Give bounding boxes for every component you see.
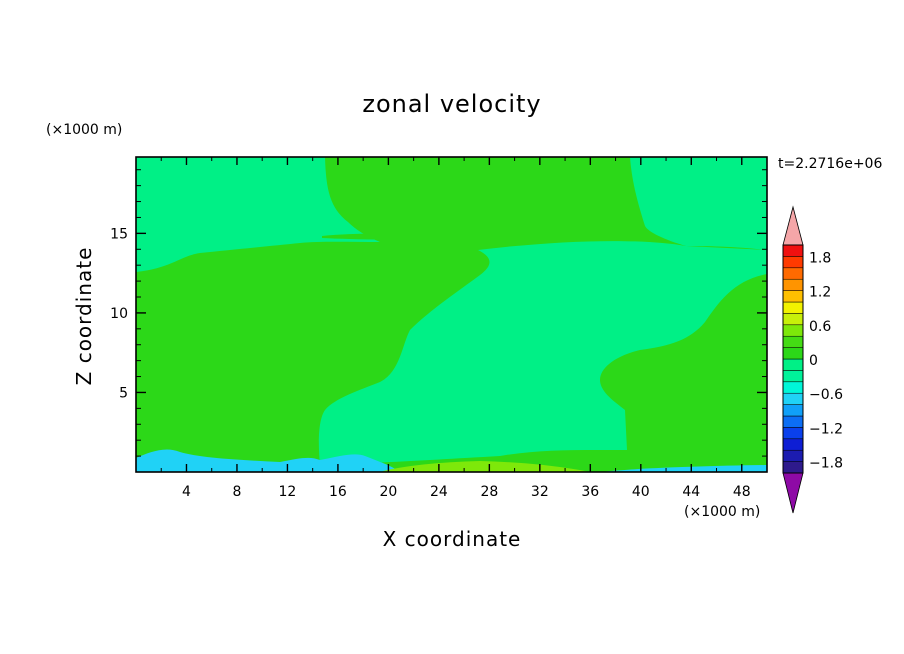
- y-axis: 5 10 15: [110, 169, 767, 457]
- y-tick-label: 15: [110, 226, 128, 242]
- region-central: [318, 241, 767, 465]
- colorbar-tick-label: 1.8: [809, 250, 831, 266]
- colorbar-segment: [782, 256, 804, 269]
- colorbar-segment: [782, 313, 804, 326]
- x-tick-label: 28: [480, 484, 498, 500]
- x-tick-label: 12: [279, 484, 297, 500]
- time-label: t=2.2716e+06: [778, 156, 882, 172]
- plot-frame: [135, 156, 768, 473]
- x-tick-label: 36: [581, 484, 599, 500]
- y-tick-label: 5: [119, 385, 128, 401]
- x-tick-label: 16: [329, 484, 347, 500]
- region-upper-right: [630, 157, 767, 250]
- plot-area: [136, 157, 767, 472]
- x-axis-label: X coordinate: [383, 527, 522, 551]
- region-filament: [322, 233, 470, 240]
- chart-title: zonal velocity: [362, 90, 541, 118]
- colorbar-segment: [782, 301, 804, 314]
- colorbar-segment: [782, 370, 804, 383]
- x-tick-label: 48: [733, 484, 751, 500]
- colorbar-frame: [782, 244, 804, 474]
- region-bottom-right: [600, 465, 767, 472]
- colorbar-segment: [782, 290, 804, 303]
- colorbar-segment: [782, 347, 804, 360]
- y-tick-label: 10: [110, 306, 128, 322]
- y-axis-label: Z coordinate: [72, 247, 96, 386]
- x-tick-label: 4: [182, 484, 191, 500]
- x-axis: 4 8 12 16 20 24 28 32 36 40 44 48: [160, 157, 751, 500]
- colorbar-segment: [782, 278, 804, 291]
- colorbar-segment: [782, 427, 804, 440]
- colorbar-segment: [782, 449, 804, 462]
- region-upper-left: [136, 157, 380, 272]
- colorbar-tick-label: −1.2: [809, 421, 843, 437]
- x-tick-label: 44: [682, 484, 700, 500]
- colorbar-tick-label: 1.2: [809, 285, 831, 301]
- colorbar-segment: [782, 415, 804, 428]
- region-bottom-cyan: [136, 449, 400, 472]
- colorbar-tick-label: 0.6: [809, 319, 831, 335]
- x-tick-label: 32: [531, 484, 549, 500]
- colorbar-segment: [782, 324, 804, 337]
- colorbar-segment: [782, 438, 804, 451]
- region-bottom-yellow: [380, 461, 590, 472]
- colorbar-segment: [782, 392, 804, 405]
- colorbar-segment: [782, 267, 804, 280]
- x-unit-label: (×1000 m): [684, 504, 760, 520]
- x-tick-label: 24: [430, 484, 448, 500]
- colorbar-segment: [782, 461, 804, 474]
- colorbar-segment: [782, 404, 804, 417]
- colorbar-tick-label: 0: [809, 353, 818, 369]
- x-tick-label: 40: [632, 484, 650, 500]
- colorbar-tick-label: −0.6: [809, 387, 843, 403]
- y-unit-label: (×1000 m): [46, 122, 122, 138]
- x-tick-label: 20: [379, 484, 397, 500]
- colorbar-segment: [782, 381, 804, 394]
- colorbar-under-arrow: [782, 472, 804, 514]
- x-tick-label: 8: [232, 484, 241, 500]
- colorbar-segment: [782, 335, 804, 348]
- colorbar-segment: [782, 358, 804, 371]
- colorbar-segment: [782, 244, 804, 257]
- colorbar: 1.8 1.2 0.6 0 −0.6 −1.2 −1.8: [782, 205, 843, 514]
- colorbar-tick-label: −1.8: [809, 456, 843, 472]
- colorbar-over-arrow: [782, 205, 804, 246]
